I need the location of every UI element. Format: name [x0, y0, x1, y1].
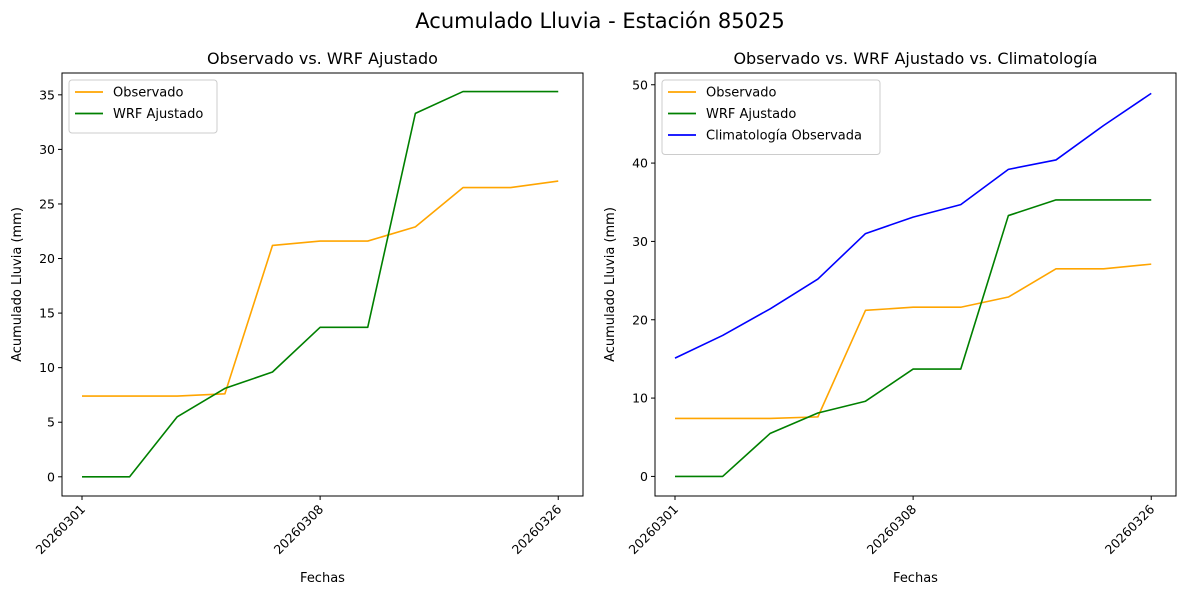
y-tick-label: 0: [640, 469, 648, 484]
y-tick-label: 40: [632, 156, 648, 171]
legend-entry-label: Climatología Observada: [706, 129, 862, 144]
y-axis-label: Acumulado Lluvia (mm): [603, 207, 618, 362]
chart-title: Observado vs. WRF Ajustado vs. Climatolo…: [733, 49, 1097, 68]
x-tick-label: 20260326: [1102, 501, 1158, 557]
y-tick-label: 30: [39, 142, 55, 157]
legend-entry-label: Observado: [706, 86, 777, 101]
y-tick-label: 10: [632, 391, 648, 406]
x-tick-label: 20260301: [626, 502, 682, 558]
series-line-climatolog-a-observada: [674, 92, 1152, 359]
legend-box: [661, 79, 881, 155]
series-line-observado: [675, 263, 1152, 420]
figure-suptitle: Acumulado Lluvia - Estación 85025: [415, 9, 784, 33]
x-axis-label: Fechas: [300, 571, 345, 586]
y-tick-label: 35: [39, 87, 55, 102]
chart-title: Observado vs. WRF Ajustado: [207, 49, 438, 68]
x-tick-label: 20260326: [509, 501, 565, 557]
series-line-wrf-ajustado: [675, 199, 1152, 478]
x-tick-label: 20260308: [271, 501, 327, 557]
y-tick-label: 30: [632, 234, 648, 249]
left-chart-panel: Observado vs. WRF Ajustado 0 5 10 15 20 25 30 35…: [10, 49, 584, 586]
y-tick-label: 50: [632, 77, 648, 92]
x-tick-label: 20260308: [864, 501, 920, 557]
right-chart-panel: Observado vs. WRF Ajustado vs. Climatolo…: [603, 49, 1177, 586]
x-axis-label: Fechas: [893, 571, 938, 586]
series-line-observado: [82, 180, 559, 397]
y-tick-label: 20: [39, 251, 55, 266]
x-tick-label: 20260301: [33, 502, 89, 558]
y-tick-label: 0: [47, 469, 55, 484]
y-axis-label: Acumulado Lluvia (mm): [10, 207, 25, 362]
axes-frame: [61, 72, 584, 497]
legend-box: [68, 79, 218, 134]
y-tick-label: 20: [632, 312, 648, 327]
axes-frame: [654, 72, 1177, 497]
legend-entry-label: Observado: [113, 86, 184, 101]
y-tick-label: 5: [47, 415, 55, 430]
y-tick-label: 15: [39, 306, 55, 321]
legend-entry-label: WRF Ajustado: [706, 107, 796, 122]
legend-entry-label: WRF Ajustado: [113, 107, 203, 122]
series-line-wrf-ajustado: [82, 90, 559, 478]
y-tick-label: 10: [39, 360, 55, 375]
y-tick-label: 25: [39, 196, 55, 211]
